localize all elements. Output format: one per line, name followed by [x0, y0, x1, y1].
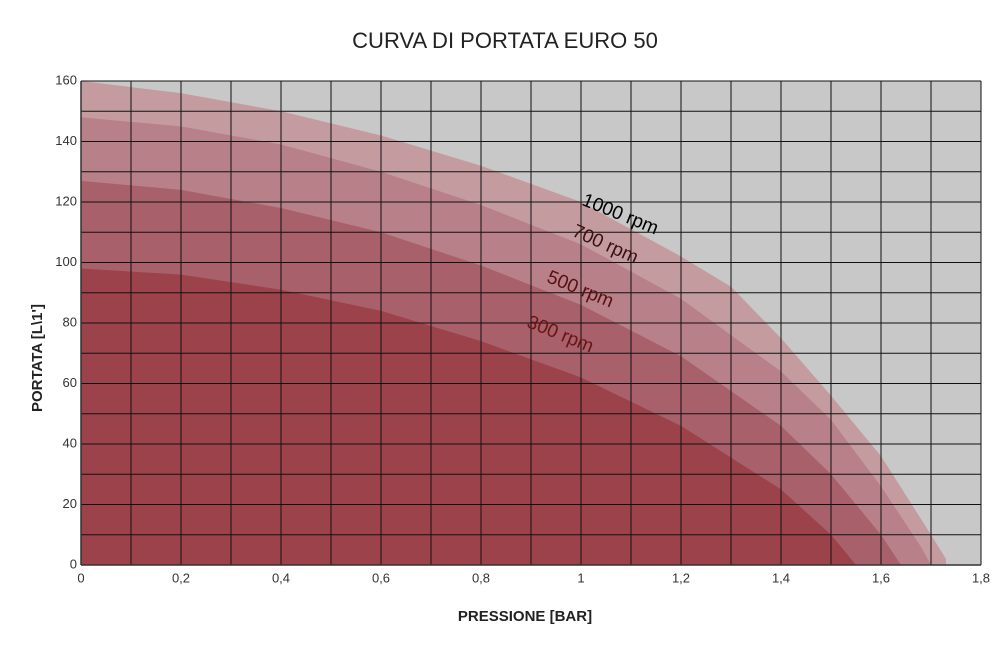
y-tick-label: 80: [63, 314, 77, 329]
x-tick-label: 1,2: [672, 570, 690, 585]
x-tick-label: 0,2: [172, 570, 190, 585]
y-tick-label: 60: [63, 375, 77, 390]
chart-title: CURVA DI PORTATA EURO 50: [352, 28, 658, 53]
y-tick-label: 140: [55, 133, 77, 148]
y-tick-label: 20: [63, 496, 77, 511]
x-tick-label: 1: [577, 570, 584, 585]
x-tick-label: 0,6: [372, 570, 390, 585]
x-tick-label: 0,4: [272, 570, 290, 585]
x-axis-label: PRESSIONE [BAR]: [458, 608, 592, 625]
x-tick-label: 1,6: [872, 570, 890, 585]
y-tick-label: 0: [70, 556, 77, 571]
y-tick-label: 100: [55, 254, 77, 269]
y-tick-label: 120: [55, 193, 77, 208]
x-tick-label: 1,8: [972, 570, 990, 585]
x-tick-label: 0,8: [472, 570, 490, 585]
y-axis-label: PORTATA [L\1']: [29, 304, 46, 412]
area: [81, 268, 856, 565]
x-tick-label: 0: [77, 570, 84, 585]
x-tick-label: 1,4: [772, 570, 790, 585]
y-tick-label: 160: [55, 72, 77, 87]
y-tick-label: 40: [63, 435, 77, 450]
